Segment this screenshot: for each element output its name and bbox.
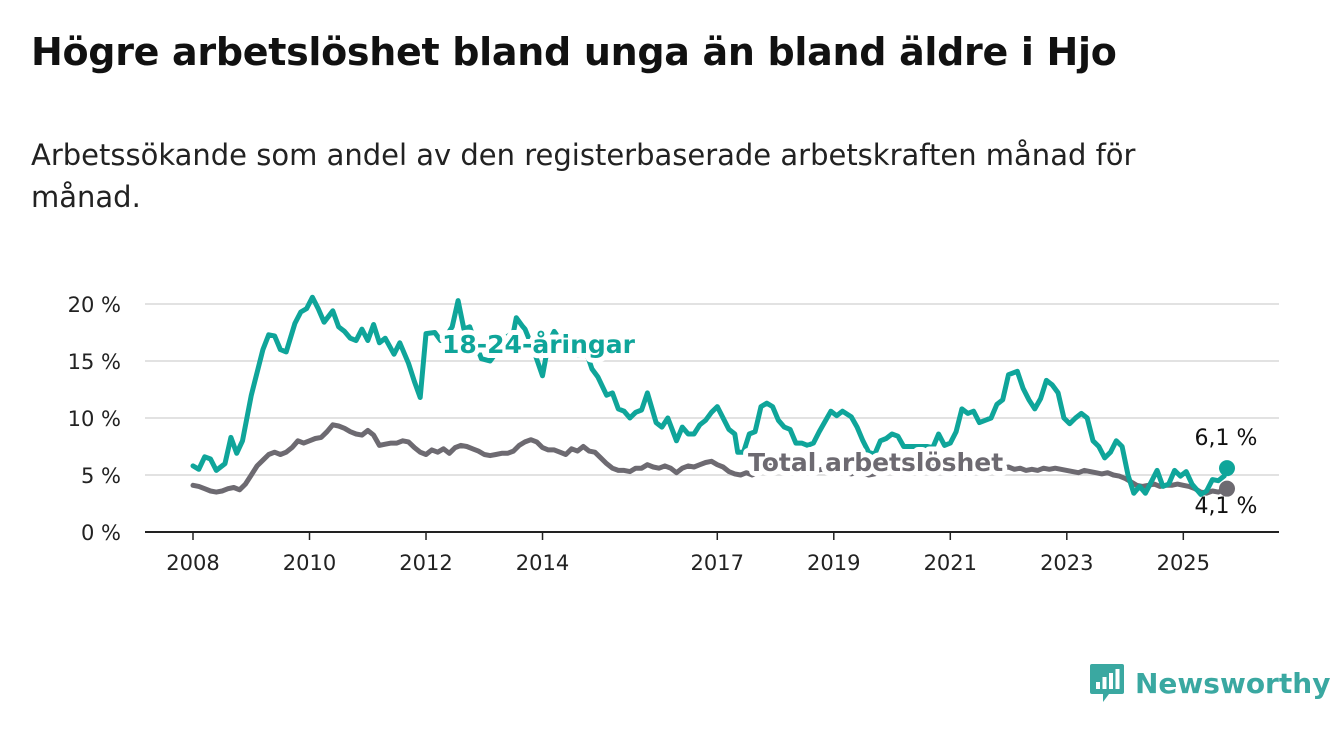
gridlines [145,303,1279,476]
y-axis-ticks: 0 % 5 % 10 % 15 % 20 % [68,293,121,545]
y-tick-label: 15 % [68,350,121,374]
x-tick-label: 2017 [691,551,744,575]
brand-name: Newsworthy [1135,666,1331,700]
x-tick-label: 2014 [516,551,569,575]
bar-chart-icon [1090,664,1124,702]
x-tick-label: 2025 [1157,551,1210,575]
x-tick-label: 2019 [807,551,860,575]
x-tick-label: 2021 [924,551,977,575]
x-tick-label: 2012 [399,551,452,575]
series-line-youth [190,294,1230,497]
y-tick-label: 20 % [68,293,121,317]
series-line-total [190,422,1230,496]
x-tick-label: 2010 [283,551,336,575]
series-lines [190,294,1235,497]
newsworthy-logo: Newsworthy [1089,661,1330,705]
chart-title: Högre arbetslöshet bland unga än bland ä… [31,30,1117,74]
y-tick-label: 0 % [81,521,121,545]
y-tick-label: 5 % [81,464,121,488]
series-label-total: Total arbetslöshet [748,448,1003,477]
end-dot-total [1219,480,1235,497]
end-label-total: 4,1 % [1195,494,1258,519]
series-labels: 18-24-åringar Total arbetslöshet 6,1 % 4,1 … [437,325,1258,519]
end-label-youth: 6,1 % [1195,426,1258,451]
x-tick-label: 2008 [166,551,219,575]
x-axis: 2008 2010 2012 2014 2017 2019 2021 2023 2025 [145,531,1279,575]
y-tick-label: 10 % [68,407,121,431]
end-dot-youth [1219,460,1235,477]
chart-subtitle: Arbetssökande som andel av den registerb… [31,138,1136,214]
x-tick-label: 2023 [1040,551,1093,575]
series-label-youth: 18-24-åringar [442,330,636,359]
